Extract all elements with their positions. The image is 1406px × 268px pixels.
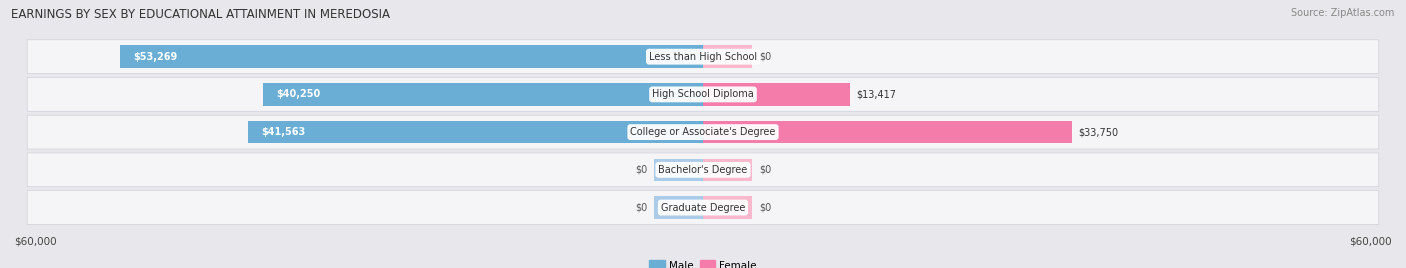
Text: $0: $0 [636,165,647,175]
Text: $60,000: $60,000 [14,237,56,247]
Text: $13,417: $13,417 [856,90,896,99]
Bar [654,158,703,181]
Bar [654,196,703,219]
Bar [703,83,849,106]
Text: $53,269: $53,269 [134,52,177,62]
Text: $0: $0 [759,52,770,62]
Legend: Male, Female: Male, Female [645,256,761,268]
Bar [703,158,752,181]
Bar [703,45,752,68]
Bar [249,121,703,143]
FancyBboxPatch shape [27,191,1379,224]
Text: $33,750: $33,750 [1078,127,1119,137]
Bar [263,83,703,106]
Text: Source: ZipAtlas.com: Source: ZipAtlas.com [1291,8,1395,18]
FancyBboxPatch shape [27,153,1379,187]
Bar [121,45,703,68]
Bar [703,121,1073,143]
FancyBboxPatch shape [27,40,1379,74]
Text: High School Diploma: High School Diploma [652,90,754,99]
Text: $0: $0 [636,203,647,213]
FancyBboxPatch shape [27,115,1379,149]
Text: Bachelor's Degree: Bachelor's Degree [658,165,748,175]
Text: $40,250: $40,250 [276,90,321,99]
Text: $0: $0 [759,203,770,213]
FancyBboxPatch shape [27,77,1379,111]
Text: $60,000: $60,000 [1350,237,1392,247]
Text: EARNINGS BY SEX BY EDUCATIONAL ATTAINMENT IN MEREDOSIA: EARNINGS BY SEX BY EDUCATIONAL ATTAINMEN… [11,8,391,21]
Text: Less than High School: Less than High School [650,52,756,62]
Text: $41,563: $41,563 [262,127,307,137]
Text: $0: $0 [759,165,770,175]
Bar [703,196,752,219]
Text: Graduate Degree: Graduate Degree [661,203,745,213]
Text: College or Associate's Degree: College or Associate's Degree [630,127,776,137]
